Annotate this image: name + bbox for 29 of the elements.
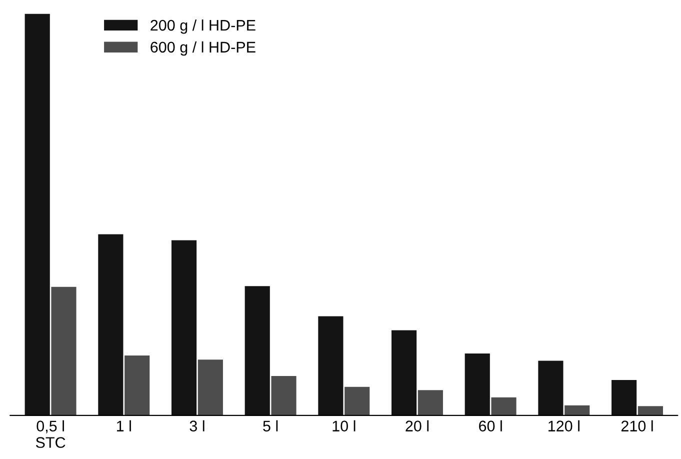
x-tick-label: 20 l [406, 420, 429, 432]
bar [171, 240, 197, 416]
x-tick-label: 210 l [621, 420, 653, 432]
bar [244, 286, 270, 416]
bar [344, 386, 370, 416]
bar [271, 376, 296, 416]
x-tick-label: 0,5 l STC [36, 420, 66, 448]
bar [464, 354, 490, 416]
x-tick-label: 60 l [479, 420, 502, 432]
bar [51, 286, 76, 416]
x-tick-label: 120 l [548, 420, 580, 432]
bar [98, 234, 124, 416]
x-tick-label: 5 l [263, 420, 278, 432]
x-tick-label: 1 l [116, 420, 131, 432]
bar [198, 360, 223, 416]
bar [418, 390, 443, 416]
x-tick-label: 10 l [332, 420, 356, 432]
bar [564, 405, 590, 416]
bar [392, 330, 417, 416]
bar [318, 316, 344, 416]
x-tick-label: 3 l [190, 420, 204, 432]
bar [124, 356, 150, 416]
bar [24, 14, 50, 416]
legend-label: 600 g / l HD-PE [150, 41, 256, 56]
bar [612, 380, 637, 416]
legend-label: 200 g / l HD-PE [150, 19, 256, 34]
bar [538, 360, 564, 416]
bar [638, 406, 663, 416]
bar [491, 397, 516, 416]
